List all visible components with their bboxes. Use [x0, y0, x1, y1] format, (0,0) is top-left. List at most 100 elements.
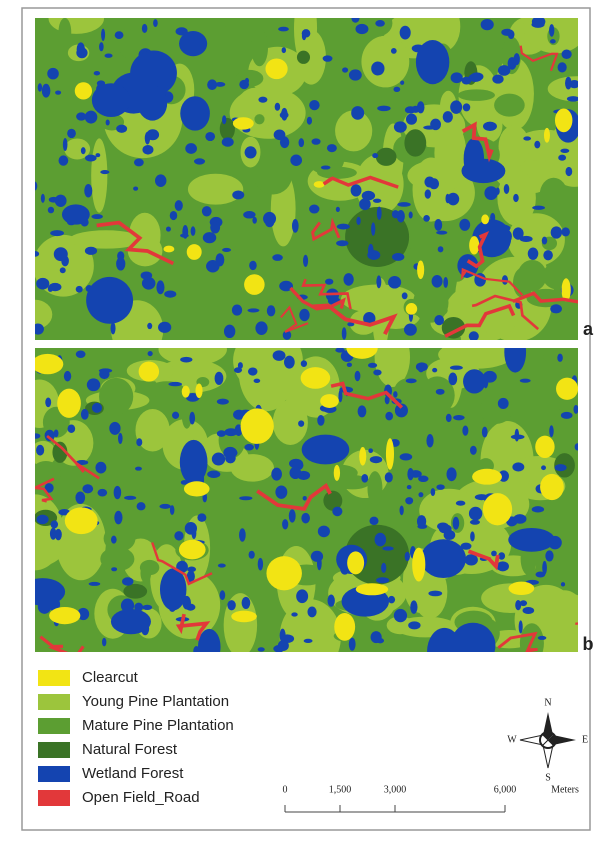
map-patch — [545, 550, 553, 561]
scale-label: 6,000 — [494, 784, 517, 795]
map-patch — [462, 425, 468, 435]
map-patch — [371, 62, 384, 76]
map-patch — [222, 137, 234, 146]
map-patch — [434, 219, 442, 231]
map-patch — [336, 240, 348, 246]
map-patch — [91, 214, 102, 219]
map-patch — [472, 219, 511, 257]
map-patch — [220, 590, 226, 600]
legend-label: Natural Forest — [82, 741, 178, 758]
map-patch — [377, 106, 390, 112]
map-patch — [504, 184, 510, 194]
map-patch — [142, 145, 153, 155]
map-panel — [18, 0, 600, 369]
map-patch — [367, 471, 382, 506]
map-patch — [75, 491, 85, 503]
map-patch — [376, 148, 397, 166]
map-patch — [459, 219, 470, 231]
map-patch — [328, 595, 335, 607]
map-patch — [219, 25, 239, 61]
map-patch — [289, 509, 296, 522]
map-patch — [303, 496, 307, 501]
map-patch — [397, 202, 410, 207]
map-patch — [337, 224, 350, 230]
map-patch — [361, 474, 368, 483]
map-patch — [265, 58, 287, 79]
map-patch — [232, 190, 244, 199]
map-patch — [307, 606, 316, 617]
map-patch — [179, 31, 207, 56]
map-patch — [368, 448, 373, 453]
map-patch — [400, 80, 404, 84]
map-patch — [402, 292, 408, 299]
map-patch — [76, 350, 86, 358]
map-patch — [42, 84, 51, 98]
map-patch — [278, 27, 289, 32]
map-patch — [453, 39, 491, 64]
map-patch — [203, 232, 216, 243]
map-patch — [85, 111, 98, 124]
legend-swatch — [38, 694, 70, 710]
map-patch — [118, 433, 123, 444]
map-patch — [436, 389, 445, 395]
map-patch — [436, 484, 444, 490]
map-patch — [480, 395, 513, 424]
map-patch — [438, 246, 444, 252]
map-patch — [172, 412, 179, 419]
map-patch — [351, 106, 364, 120]
map-patch — [532, 206, 545, 210]
map-patch — [233, 117, 254, 129]
map-patch — [393, 87, 400, 92]
map-patch — [251, 29, 268, 67]
map-patch — [182, 386, 190, 398]
map-patch — [515, 600, 521, 610]
map-patch — [446, 414, 452, 422]
map-patch — [549, 24, 554, 37]
map-patch — [63, 138, 68, 151]
map-patch — [59, 155, 69, 165]
map-patch — [168, 382, 182, 386]
map-patch — [275, 485, 287, 498]
map-patch — [386, 438, 394, 470]
map-patch — [239, 496, 252, 500]
map-patch — [565, 77, 572, 90]
map-patch — [238, 362, 243, 369]
map-patch — [205, 132, 215, 141]
map-patch — [258, 97, 267, 103]
map-patch — [375, 20, 385, 27]
map-patch — [258, 558, 263, 571]
map-patch — [418, 476, 428, 482]
map-patch — [174, 531, 183, 540]
map-patch — [241, 408, 274, 444]
map-patch — [481, 214, 489, 224]
map-patch — [406, 303, 417, 315]
map-patch — [388, 276, 401, 289]
map-patch — [405, 497, 413, 504]
map-patch — [122, 577, 133, 585]
map-patch — [114, 511, 122, 525]
map-patch — [443, 111, 453, 123]
legend-label: Clearcut — [82, 669, 139, 686]
map-patch — [266, 556, 301, 590]
map-patch — [254, 155, 293, 194]
map-patch — [49, 197, 59, 203]
map-patch — [400, 506, 404, 516]
map-patch — [91, 138, 107, 212]
map-patch — [111, 322, 116, 334]
map-patch — [447, 467, 457, 481]
map-patch — [263, 212, 276, 225]
map-patch — [334, 465, 340, 481]
map-patch — [361, 36, 409, 88]
map-patch — [180, 357, 192, 363]
map-patch — [280, 629, 286, 643]
map-patch — [472, 469, 502, 485]
map-patch — [254, 379, 261, 383]
map-patch — [302, 32, 306, 40]
map-patch — [543, 250, 553, 260]
map-patch — [187, 244, 202, 260]
map-patch — [239, 80, 249, 89]
map-patch — [180, 440, 208, 485]
map-patch — [376, 275, 381, 288]
map-patch — [356, 583, 388, 595]
map-patch — [41, 194, 45, 203]
